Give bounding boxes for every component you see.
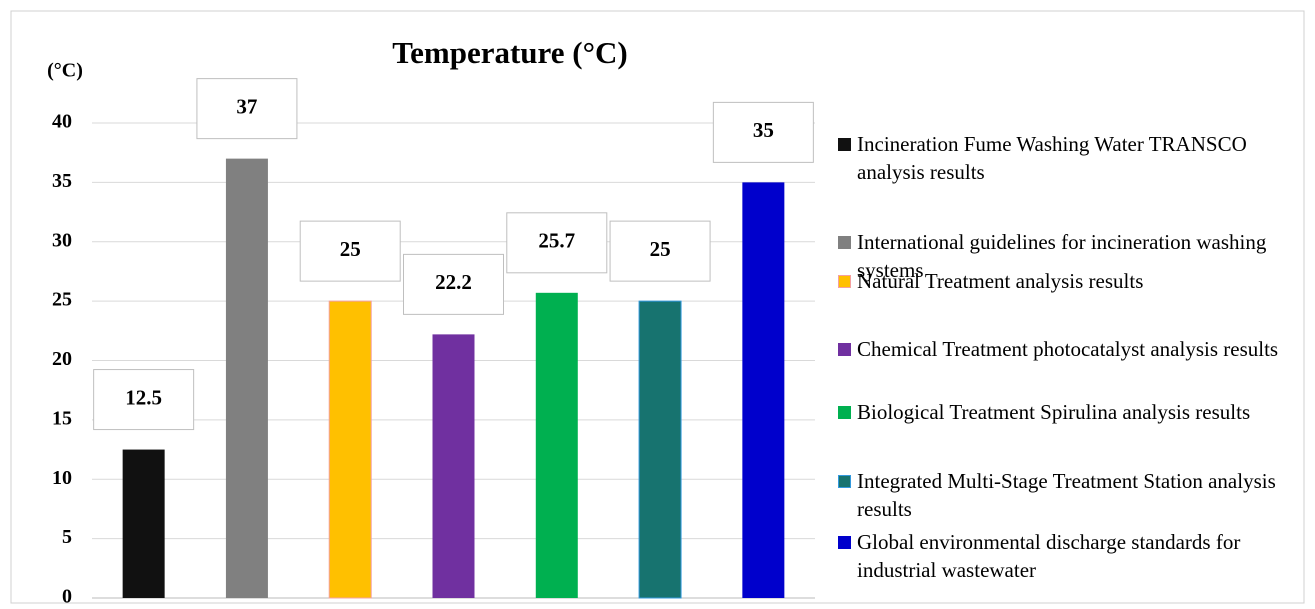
legend-swatch <box>838 236 851 249</box>
legend-item: Global environmental discharge standards… <box>838 528 1308 584</box>
legend-swatch <box>838 406 851 419</box>
bar <box>638 300 682 599</box>
legend-item: International guidelines for incineratio… <box>838 228 1308 284</box>
legend-swatch <box>838 275 851 288</box>
data-label: 25 <box>340 237 361 261</box>
bar <box>535 292 578 598</box>
legend-item: Biological Treatment Spirulina analysis … <box>838 398 1308 426</box>
legend-label: Natural Treatment analysis results <box>857 269 1144 293</box>
legend-label: Incineration Fume Washing Water TRANSCO … <box>857 132 1247 184</box>
y-tick-label: 40 <box>52 111 72 133</box>
legend-label: Integrated Multi-Stage Treatment Station… <box>857 469 1276 521</box>
y-tick-label: 5 <box>62 526 72 548</box>
legend-label: Chemical Treatment photocatalyst analysi… <box>857 337 1279 361</box>
y-tick-label: 0 <box>62 586 72 608</box>
data-label-box <box>93 369 195 431</box>
bar <box>122 449 165 598</box>
data-label-box <box>196 78 298 140</box>
data-label-box <box>403 253 504 315</box>
legend-swatch <box>838 138 851 151</box>
data-label: 22.2 <box>435 270 472 294</box>
chart-title: Temperature (°C) <box>392 35 627 70</box>
legend-item: Chemical Treatment photocatalyst analysi… <box>838 335 1308 363</box>
legend-item: Natural Treatment analysis results <box>838 267 1308 295</box>
legend-item: Integrated Multi-Stage Treatment Station… <box>838 467 1308 523</box>
data-label-box <box>609 220 711 282</box>
y-tick-label: 25 <box>52 289 72 311</box>
bar <box>328 300 372 599</box>
y-tick-label: 10 <box>52 467 72 489</box>
legend-label: International guidelines for incineratio… <box>857 230 1267 282</box>
data-label-box <box>506 212 608 274</box>
legend-label: Biological Treatment Spirulina analysis … <box>857 400 1251 424</box>
data-label: 12.5 <box>125 385 162 409</box>
legend-item: Incineration Fume Washing Water TRANSCO … <box>838 130 1308 186</box>
y-tick-label: 30 <box>52 229 72 251</box>
y-tick-label: 35 <box>52 170 72 192</box>
bar <box>432 334 475 598</box>
legend-swatch <box>838 343 851 356</box>
bar <box>742 182 785 598</box>
data-label: 25 <box>650 237 671 261</box>
y-axis-label: (°C) <box>47 60 83 82</box>
data-label-box <box>712 101 814 163</box>
data-label: 35 <box>753 118 774 142</box>
data-label-box <box>299 220 401 282</box>
bar <box>225 158 268 598</box>
legend-swatch <box>838 475 851 488</box>
legend-swatch <box>838 536 851 549</box>
legend-label: Global environmental discharge standards… <box>857 530 1241 582</box>
y-tick-label: 15 <box>52 407 72 429</box>
y-tick-label: 20 <box>52 348 72 370</box>
data-label: 37 <box>236 94 257 118</box>
data-label: 25.7 <box>538 229 575 253</box>
chart-border <box>10 10 1305 604</box>
